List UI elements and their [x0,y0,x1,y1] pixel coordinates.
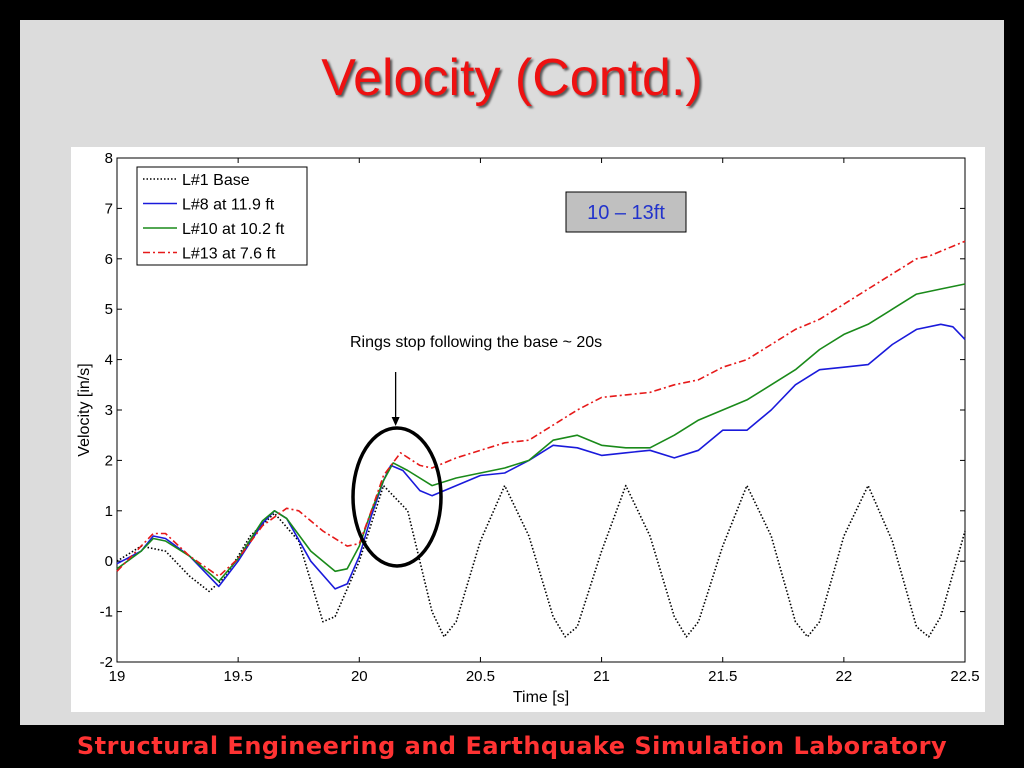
page-number: 14 [958,726,976,743]
series-line-1 [116,323,966,590]
legend-label-1: L#8 at 11.9 ft [182,197,275,214]
x-tick-label: 20 [351,668,368,685]
series-line-2 [116,283,966,583]
x-tick-label: 21.5 [708,668,737,685]
annotation-arrow-head [391,417,400,426]
x-tick-label: 22 [836,668,853,685]
x-tick-label: 22.5 [950,668,979,685]
series-lines [116,240,966,638]
y-tick-label: 8 [105,150,113,167]
y-tick-label: 1 [105,503,113,520]
x-tick-label: 21 [593,668,610,685]
y-tick-label: 7 [105,200,113,217]
annotations: Rings stop following the base ~ 20s 10 – … [350,191,687,568]
x-tick-label: 19.5 [224,668,253,685]
legend-box [136,166,308,266]
x-tick-label: 19 [109,668,126,685]
highlight-ellipse [351,426,443,568]
y-tick-label: 4 [105,352,113,369]
y-tick-label: 6 [105,251,113,268]
plot-frame: 19 19.5 20 20.5 21 21.5 22 22.5 -2 -1 0 1 2 3 4 5 6 7 8 Tim… [71,147,985,712]
slide-title: Velocity (Contd.) [321,49,703,107]
legend-label-0: L#1 Base [182,172,250,189]
axes: 19 19.5 20 20.5 21 21.5 22 22.5 -2 -1 0 1 2 3 4 5 6 7 8 Tim… [76,150,980,706]
velocity-chart: 19 19.5 20 20.5 21 21.5 22 22.5 -2 -1 0 1 2 3 4 5 6 7 8 Tim… [76,150,980,706]
y-tick-label: 5 [105,301,113,318]
y-tick-label: -2 [100,654,113,671]
footer-lab-name: Structural Engineering and Earthquake Si… [76,732,948,760]
annotation-text: Rings stop following the base ~ 20s [350,334,602,351]
y-axis-label: Velocity [in/s] [76,363,93,456]
legend: L#1 Base L#8 at 11.9 ft L#10 at 10.2 ft L#1… [136,166,308,266]
legend-label-2: L#10 at 10.2 ft [182,221,285,238]
slide-panel: Velocity (Contd.) 19 19.5 20 20.5 21 21.5 22 22… [20,20,1004,743]
y-tick-label: 0 [105,553,113,570]
range-label-text: 10 – 13ft [587,202,665,224]
range-label-box [565,191,687,233]
y-tick-label: -1 [100,604,113,621]
y-tick-label: 2 [105,452,113,469]
series-line-3 [116,240,966,578]
x-axis-label: Time [s] [513,689,569,706]
y-tick-label: 3 [105,402,113,419]
series-line-0 [116,484,966,638]
legend-label-3: L#13 at 7.6 ft [182,246,276,263]
x-tick-label: 20.5 [466,668,495,685]
